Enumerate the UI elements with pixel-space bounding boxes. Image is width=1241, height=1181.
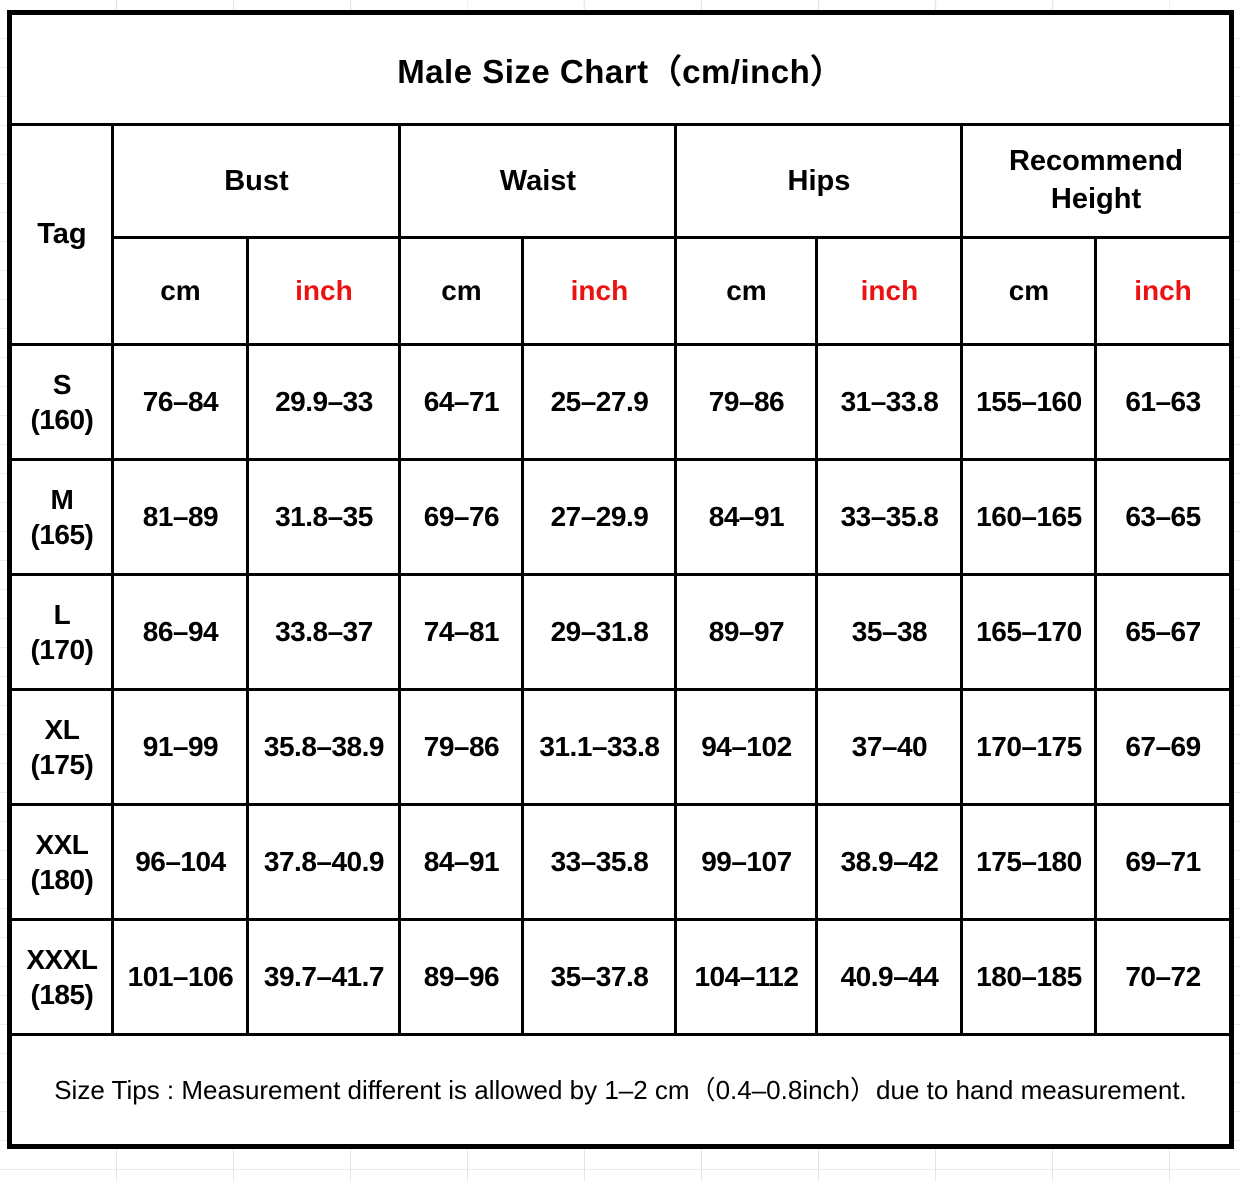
hips-cm-value: 79–86 (674, 343, 819, 461)
waist-cm-value: 79–86 (398, 688, 525, 806)
waist-cm-value: 69–76 (398, 458, 525, 576)
bust-cm-value: 96–104 (111, 803, 250, 921)
size-tag: M (165) (8, 458, 115, 576)
height-cm-value: 180–185 (960, 918, 1098, 1036)
column-header-recommend-height: Recommend Height (960, 123, 1233, 239)
footer-row: Size Tips : Measurement different is all… (8, 1033, 1233, 1148)
size-tips-note: Size Tips : Measurement different is all… (8, 1033, 1233, 1148)
hips-inch-value: 31–33.8 (815, 343, 964, 461)
size-tag-height: (175) (30, 749, 94, 780)
bust-cm-value: 76–84 (111, 343, 250, 461)
height-cm-value: 160–165 (960, 458, 1098, 576)
size-tag-label: XXL (35, 829, 89, 860)
bust-inch-value: 39.7–41.7 (246, 918, 402, 1036)
header-group-row: Tag Bust Waist Hips Recommend Height (8, 123, 1233, 346)
title-row: Male Size Chart（cm/inch） (8, 11, 1233, 126)
bust-inch-value: 31.8–35 (246, 458, 402, 576)
hips-cm-value: 94–102 (674, 688, 819, 806)
height-inch-value: 61–63 (1094, 343, 1233, 461)
height-cm-value: 170–175 (960, 688, 1098, 806)
table-row-s: S (160) 76–84 29.9–33 64–71 25–27.9 79–8… (8, 343, 1233, 461)
size-tag-label: XL (44, 714, 80, 745)
waist-cm-value: 84–91 (398, 803, 525, 921)
table-row-m: M (165) 81–89 31.8–35 69–76 27–29.9 84–9… (8, 458, 1233, 576)
waist-inch-value: 35–37.8 (521, 918, 678, 1036)
size-tag-label: M (50, 484, 74, 515)
table-row-xxxl: XXXL (185) 101–106 39.7–41.7 89–96 35–37… (8, 918, 1233, 1036)
column-header-bust: Bust (111, 123, 402, 239)
waist-inch-value: 31.1–33.8 (521, 688, 678, 806)
waist-cm-value: 64–71 (398, 343, 525, 461)
size-tag: S (160) (8, 343, 115, 461)
bust-cm-value: 86–94 (111, 573, 250, 691)
size-tag-height: (160) (30, 404, 94, 435)
unit-hips-inch: inch (815, 236, 964, 346)
bust-inch-value: 33.8–37 (246, 573, 402, 691)
column-header-hips: Hips (674, 123, 964, 239)
waist-cm-value: 89–96 (398, 918, 525, 1036)
hips-cm-value: 104–112 (674, 918, 819, 1036)
size-tag-label: XXXL (26, 944, 98, 975)
size-tag-height: (170) (30, 634, 94, 665)
height-inch-value: 70–72 (1094, 918, 1233, 1036)
waist-inch-value: 33–35.8 (521, 803, 678, 921)
hips-cm-value: 99–107 (674, 803, 819, 921)
hips-cm-value: 89–97 (674, 573, 819, 691)
page-title: Male Size Chart（cm/inch） (8, 11, 1233, 126)
unit-height-inch: inch (1094, 236, 1233, 346)
hips-inch-value: 40.9–44 (815, 918, 964, 1036)
size-tag-height: (180) (30, 864, 94, 895)
height-inch-value: 63–65 (1094, 458, 1233, 576)
header-unit-row: cm inch cm inch cm inch cm inch (10, 236, 1233, 346)
size-tag: XXL (180) (8, 803, 115, 921)
table-row-xl: XL (175) 91–99 35.8–38.9 79–86 31.1–33.8… (8, 688, 1233, 806)
hips-inch-value: 35–38 (815, 573, 964, 691)
bust-cm-value: 101–106 (111, 918, 250, 1036)
waist-inch-value: 25–27.9 (521, 343, 678, 461)
waist-cm-value: 74–81 (398, 573, 525, 691)
height-cm-value: 165–170 (960, 573, 1098, 691)
unit-height-cm: cm (960, 236, 1098, 346)
height-cm-value: 175–180 (960, 803, 1098, 921)
bust-inch-value: 29.9–33 (246, 343, 402, 461)
male-size-chart-table: Male Size Chart（cm/inch） Tag Bust Waist … (7, 10, 1234, 1149)
bust-inch-value: 37.8–40.9 (246, 803, 402, 921)
unit-bust-cm: cm (111, 236, 250, 346)
height-inch-value: 65–67 (1094, 573, 1233, 691)
size-tag-height: (165) (30, 519, 94, 550)
bust-cm-value: 81–89 (111, 458, 250, 576)
height-cm-value: 155–160 (960, 343, 1098, 461)
table-row-l: L (170) 86–94 33.8–37 74–81 29–31.8 89–9… (8, 573, 1233, 691)
bust-inch-value: 35.8–38.9 (246, 688, 402, 806)
column-header-waist: Waist (398, 123, 678, 239)
column-header-tag: Tag (8, 123, 115, 346)
height-inch-value: 69–71 (1094, 803, 1233, 921)
unit-waist-cm: cm (398, 236, 525, 346)
unit-waist-inch: inch (521, 236, 678, 346)
table-row-xxl: XXL (180) 96–104 37.8–40.9 84–91 33–35.8… (8, 803, 1233, 921)
hips-cm-value: 84–91 (674, 458, 819, 576)
size-tag-label: L (53, 599, 71, 630)
hips-inch-value: 38.9–42 (815, 803, 964, 921)
waist-inch-value: 27–29.9 (521, 458, 678, 576)
bust-cm-value: 91–99 (111, 688, 250, 806)
hips-inch-value: 33–35.8 (815, 458, 964, 576)
size-tag-height: (185) (30, 979, 94, 1010)
waist-inch-value: 29–31.8 (521, 573, 678, 691)
height-inch-value: 67–69 (1094, 688, 1233, 806)
hips-inch-value: 37–40 (815, 688, 964, 806)
unit-bust-inch: inch (246, 236, 402, 346)
size-tag: XL (175) (8, 688, 115, 806)
size-tag: L (170) (8, 573, 115, 691)
unit-hips-cm: cm (674, 236, 819, 346)
size-tag: XXXL (185) (8, 918, 115, 1036)
size-tag-label: S (52, 369, 72, 400)
